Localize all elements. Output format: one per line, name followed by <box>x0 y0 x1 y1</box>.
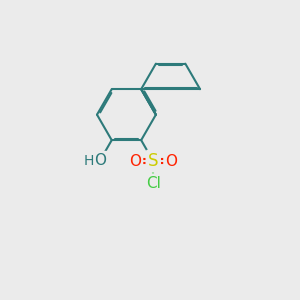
Text: H: H <box>84 154 94 168</box>
Text: O: O <box>166 154 178 169</box>
Text: O: O <box>129 154 141 169</box>
Text: O: O <box>94 153 106 168</box>
Text: Cl: Cl <box>146 176 161 191</box>
Text: S: S <box>148 152 158 170</box>
